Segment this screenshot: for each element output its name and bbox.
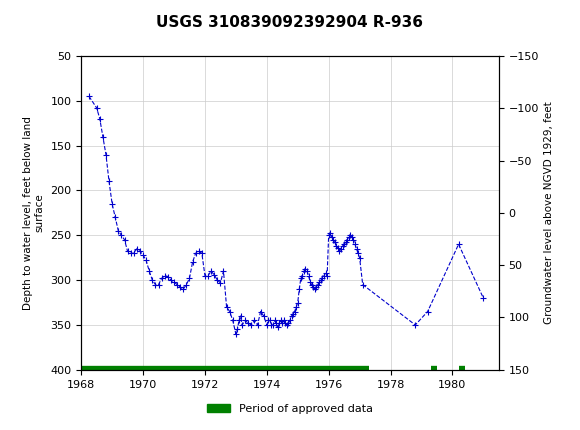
Legend: Period of approved data: Period of approved data xyxy=(203,399,377,418)
Y-axis label: Groundwater level above NGVD 1929, feet: Groundwater level above NGVD 1929, feet xyxy=(545,101,554,324)
Text: USGS 310839092392904 R-936: USGS 310839092392904 R-936 xyxy=(157,15,423,30)
Y-axis label: Depth to water level, feet below land
surface: Depth to water level, feet below land su… xyxy=(23,116,45,310)
Text: ≡USGS: ≡USGS xyxy=(6,10,64,29)
